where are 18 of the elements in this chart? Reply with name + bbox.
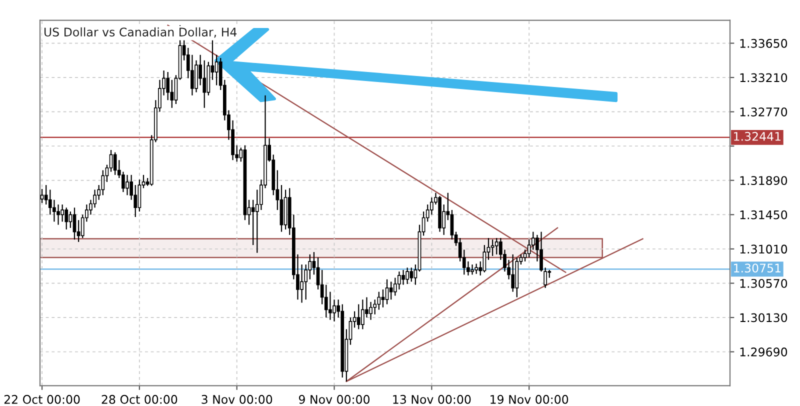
x-tick-label: 9 Nov 00:00: [298, 394, 370, 404]
x-tick-label: 3 Nov 00:00: [202, 394, 272, 404]
x-tick-label: 28 Oct 00:00: [102, 394, 178, 404]
y-tick-label: 1.33210: [740, 73, 788, 82]
y-tick-label: 1.31890: [740, 176, 788, 186]
x-tick-label: 19 Nov 00:00: [490, 394, 568, 404]
ref-line-label: 1.32441: [734, 132, 780, 141]
x-tick-label: 22 Oct 00:00: [4, 394, 80, 404]
ref-line-label: 1.30751: [734, 264, 780, 273]
y-tick-label: 1.33650: [740, 38, 788, 48]
y-tick-label: 1.32770: [740, 108, 788, 116]
text: US Dollar vs Canadian Dollar, H4: [44, 27, 237, 38]
y-tick-label: 1.31010: [740, 244, 788, 254]
y-tick-label: 1.31450: [740, 210, 788, 220]
y-tick-label: 1.30570: [740, 278, 788, 288]
y-tick-label: 1.30130: [740, 313, 788, 322]
x-tick-label: 13 Nov 00:00: [393, 394, 471, 404]
y-tick-label: 1.29690: [740, 348, 788, 356]
